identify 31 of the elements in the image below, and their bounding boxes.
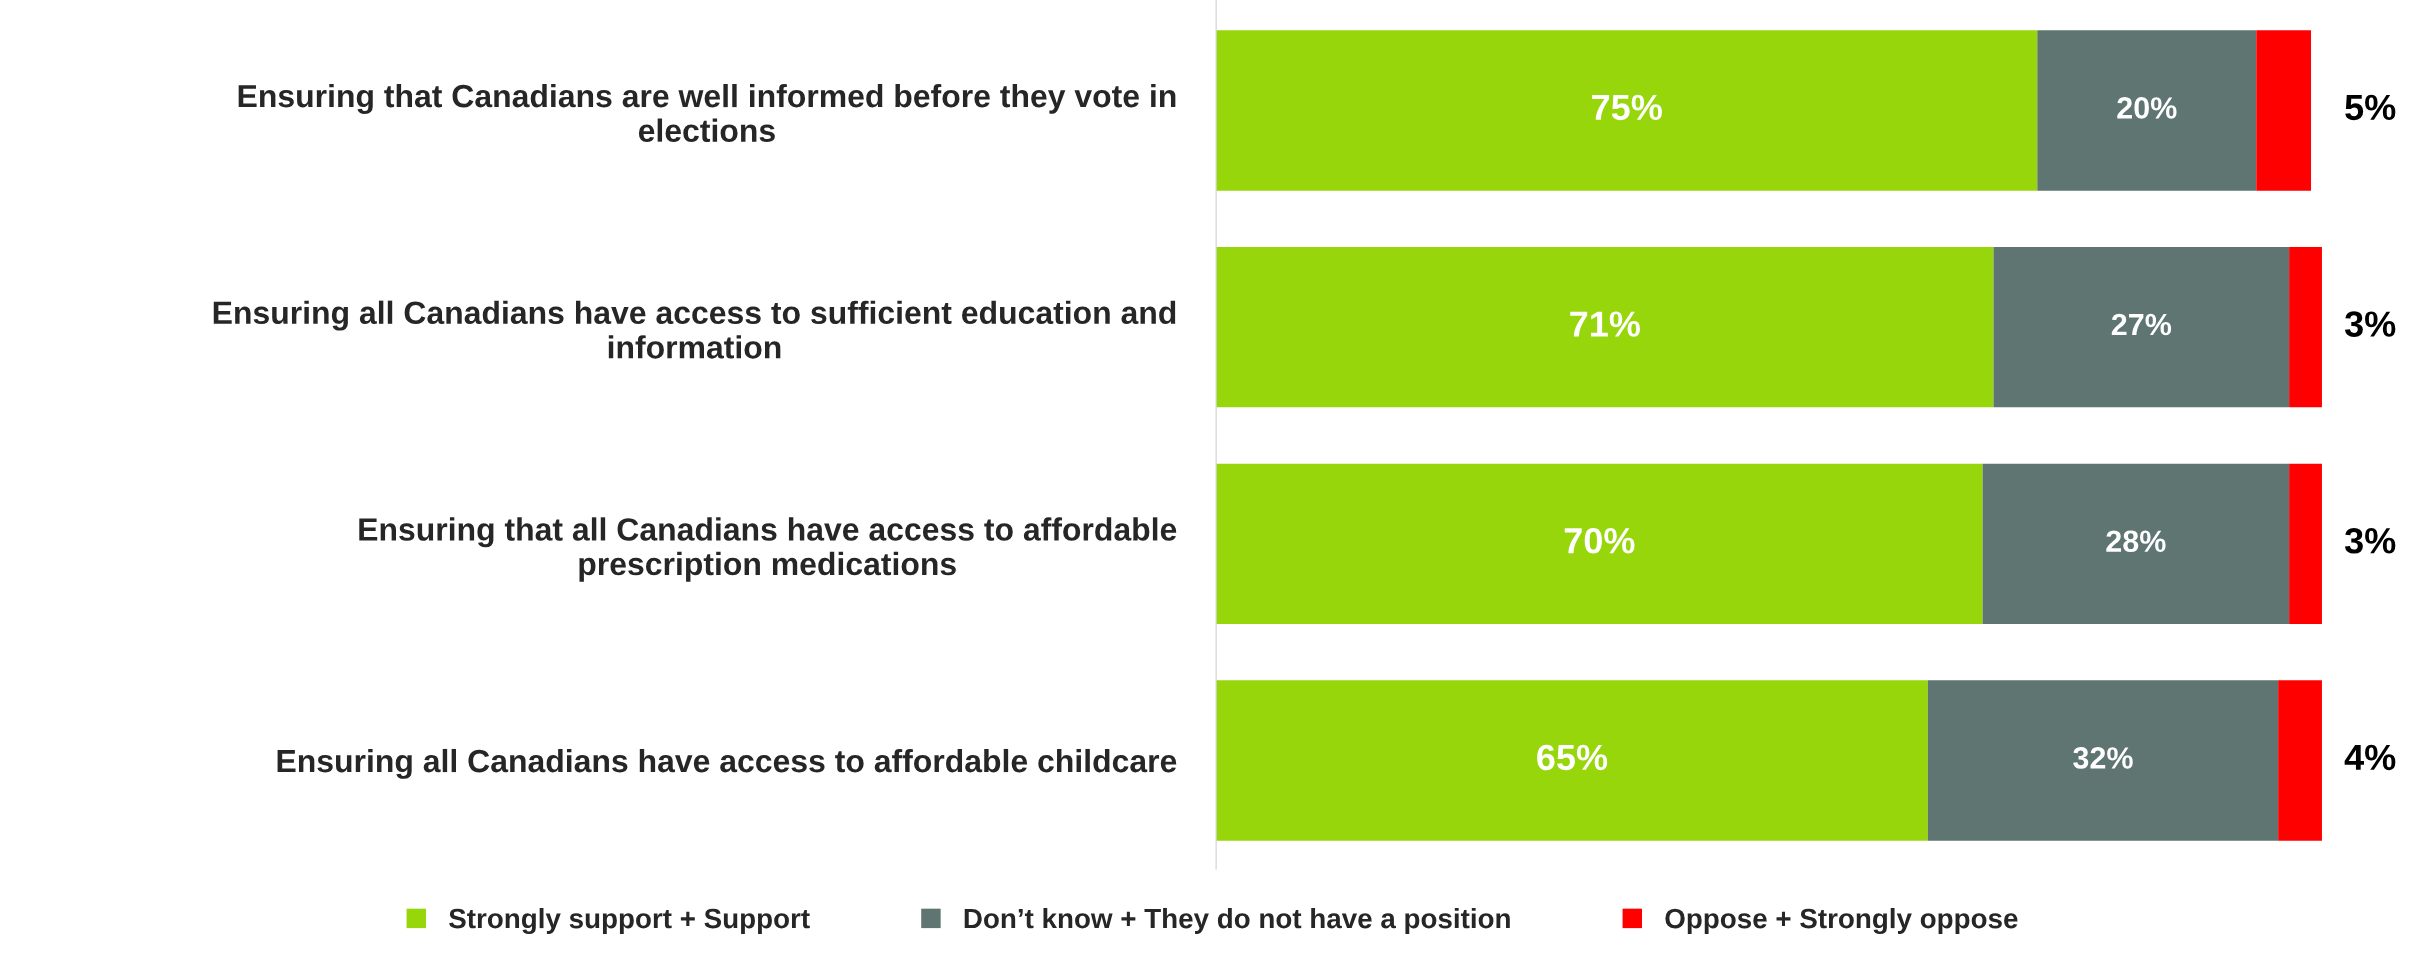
bar (1216, 680, 1928, 841)
bar (2037, 30, 2257, 191)
y-tick-label: Ensuring that Canadians are well informed before they vote in elections (238, 83, 1176, 142)
bar (2289, 463, 2322, 625)
data-label: 27% (2111, 313, 2172, 336)
bar (1216, 463, 1983, 625)
legend-label: Oppose + Strongly oppose (1665, 907, 2018, 934)
data-label: 32% (2073, 747, 2133, 769)
bar (1216, 247, 1994, 408)
data-label: 65% (1537, 744, 1608, 771)
y-tick-label: Ensuring all Canadians have access to affordable childcare (277, 748, 1177, 779)
y-tick-label: Ensuring that all Canadians have access to affordable prescription medications (359, 517, 1177, 582)
data-label: 75% (1592, 94, 1662, 121)
data-label: 3% (2344, 311, 2396, 337)
legend-label: Strongly support + Support (449, 907, 810, 934)
data-label: 3% (2344, 527, 2396, 554)
bar (1982, 463, 2290, 625)
bar (1927, 680, 2279, 841)
data-label: 70% (1564, 527, 1635, 554)
legend-label: Don’t know + They do not have a position (964, 907, 1510, 934)
data-label: 20% (2117, 97, 2177, 119)
bar (2289, 247, 2322, 408)
bar (1993, 247, 2290, 408)
data-label: 71% (1570, 311, 1641, 337)
bar (2278, 680, 2322, 841)
data-label: 5% (2345, 94, 2396, 121)
y-tick-label: Ensuring all Canadians have access to sufficient education and information (213, 300, 1176, 359)
bar (1216, 30, 2038, 191)
data-label: 4% (2344, 744, 2396, 771)
bar (2256, 30, 2312, 191)
data-label: 28% (2106, 530, 2166, 553)
